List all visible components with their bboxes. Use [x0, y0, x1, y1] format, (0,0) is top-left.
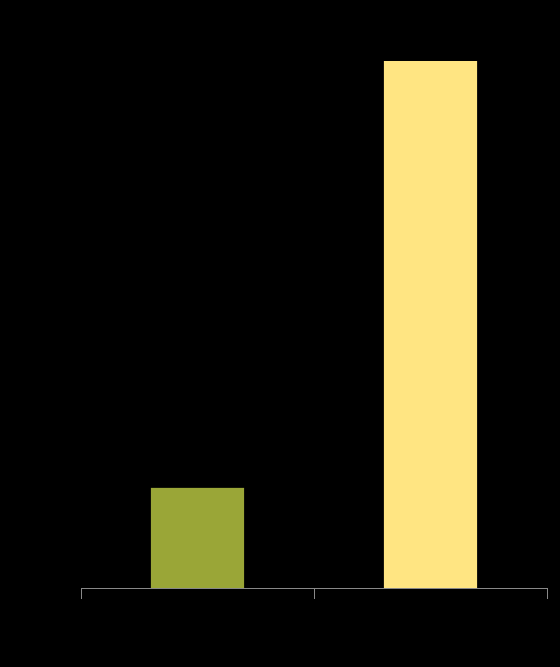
- bar: [150, 487, 245, 588]
- x-axis: [81, 588, 548, 599]
- bar: [383, 61, 478, 588]
